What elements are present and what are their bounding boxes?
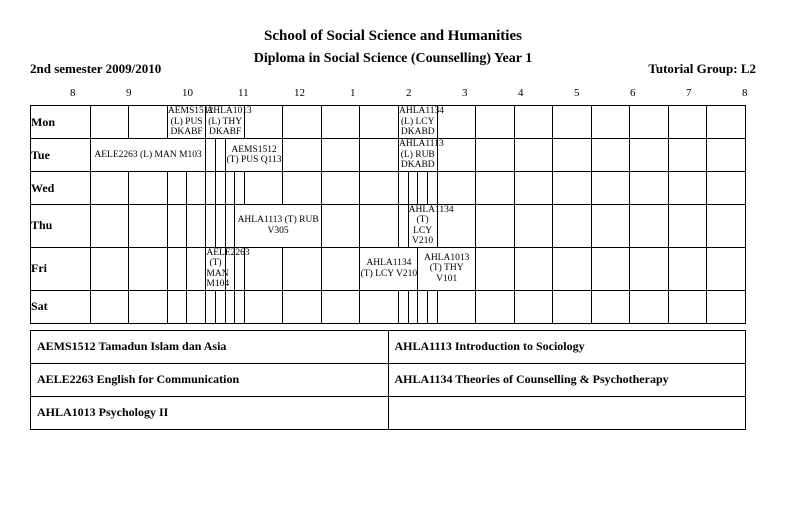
event-cell: AHLA1134 (T) LCY V210 [360, 247, 418, 290]
hour-label: 1 [350, 87, 356, 99]
hour-label: 8 [742, 87, 748, 99]
hour-label: 5 [574, 87, 580, 99]
timetable-grid: Mon AEMS1512 (L) PUS DKABF AHLA1013 (L) … [30, 105, 746, 324]
event-cell: AEMS1512 (T) PUS Q113 [225, 139, 283, 172]
group-label: Tutorial Group: L2 [648, 61, 756, 77]
hour-label: 8 [70, 87, 76, 99]
day-header: Tue [31, 139, 91, 172]
event-cell: AELE2263 (L) MAN M103 [90, 139, 206, 172]
timetable: 8 9 10 11 12 1 2 3 4 5 6 7 8 Mon AEMS151… [30, 87, 750, 430]
day-header: Fri [31, 247, 91, 290]
event-cell: AHLA1013 (L) THY DKABF [206, 106, 245, 139]
hour-label: 10 [182, 87, 193, 99]
hour-header-row: 8 9 10 11 12 1 2 3 4 5 6 7 8 [30, 87, 750, 105]
event-cell: AHLA1134 (T) LCY V210 [408, 205, 437, 248]
event-cell: AHLA1134 (L) LCY DKABD [399, 106, 438, 139]
day-header: Sat [31, 290, 91, 323]
legend-cell [388, 396, 746, 429]
hour-label: 2 [406, 87, 412, 99]
hour-label: 7 [686, 87, 692, 99]
day-header: Wed [31, 172, 91, 205]
event-cell: AHLA1113 (T) RUB V305 [235, 205, 322, 248]
event-cell: AHLA1113 (L) RUB DKABD [399, 139, 438, 172]
hour-label: 9 [126, 87, 132, 99]
event-cell: AHLA1013 (T) THY V101 [418, 247, 476, 290]
day-header: Mon [31, 106, 91, 139]
hour-label: 11 [238, 87, 249, 99]
legend-table: AEMS1512 Tamadun Islam dan Asia AHLA1113… [30, 330, 746, 430]
hour-label: 4 [518, 87, 524, 99]
event-cell: AEMS1512 (L) PUS DKABF [167, 106, 206, 139]
hour-label: 3 [462, 87, 468, 99]
school-title: School of Social Science and Humanities [30, 28, 756, 45]
semester-label: 2nd semester 2009/2010 [30, 61, 161, 77]
event-cell: AELE2263 (T) MAN M104 [206, 247, 225, 290]
legend-cell: AEMS1512 Tamadun Islam dan Asia [31, 330, 389, 363]
hour-label: 6 [630, 87, 636, 99]
legend-cell: AHLA1113 Introduction to Sociology [388, 330, 746, 363]
day-header: Thu [31, 205, 91, 248]
legend-cell: AHLA1134 Theories of Counselling & Psych… [388, 363, 746, 396]
hour-label: 12 [294, 87, 305, 99]
legend-cell: AHLA1013 Psychology II [31, 396, 389, 429]
legend-cell: AELE2263 English for Communication [31, 363, 389, 396]
